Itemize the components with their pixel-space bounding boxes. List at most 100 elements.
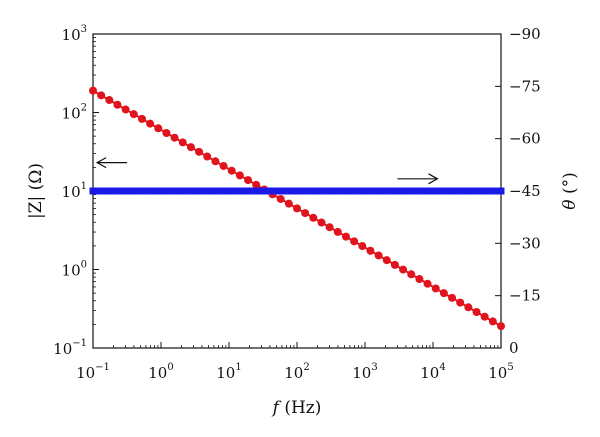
x-tick-label: 10−1 — [76, 362, 110, 382]
series-2-point — [320, 187, 328, 195]
x-tick-label-exponent: 4 — [439, 362, 445, 373]
series-1-point — [186, 143, 195, 152]
series-2-point — [286, 187, 294, 195]
series-1-point — [203, 152, 212, 161]
series-1-point — [480, 312, 489, 321]
x-tick-label-exponent: 1 — [235, 362, 241, 373]
series-1-point — [129, 110, 138, 119]
series-2-point — [239, 187, 247, 195]
series-2-point — [341, 187, 349, 195]
series-1-point — [235, 171, 244, 180]
series-1-point — [358, 242, 367, 251]
series-2-point — [245, 187, 253, 195]
series-2-point — [361, 187, 369, 195]
x-tick-label-base: 10 — [148, 364, 167, 382]
series-1-point — [276, 194, 285, 203]
y-left-axis-title: |Z| (Ω) — [26, 163, 46, 219]
series-2-point — [171, 187, 179, 195]
series-2-point — [232, 187, 240, 195]
series-2-point — [143, 187, 151, 195]
series-1-point — [382, 256, 391, 265]
x-axis-title-unit: (Hz) — [279, 398, 321, 418]
x-tick-label: 103 — [352, 362, 377, 382]
y-right-axis-ticks: 0 −15 −30 −45 −60 −75 −90 — [495, 25, 541, 357]
y-right-axis-title-unit: (°) — [560, 172, 580, 199]
series-2-point — [490, 187, 498, 195]
series-1-point — [227, 166, 236, 175]
series-1-point — [399, 265, 408, 274]
y-left-tick-label-base: 10 — [62, 26, 81, 44]
y-left-tick-label-base: 10 — [62, 262, 81, 280]
series-1-point — [293, 204, 301, 213]
y-left-tick-label: 10−1 — [53, 338, 87, 358]
series-2-point — [157, 187, 165, 195]
series-2-point — [436, 187, 444, 195]
series-2-point — [211, 187, 219, 195]
x-tick-label-exponent: 2 — [303, 362, 309, 373]
series-1-point — [146, 119, 155, 128]
x-tick-label-base: 10 — [420, 364, 439, 382]
series-1-point — [431, 284, 440, 293]
series-2-point — [456, 187, 464, 195]
y-left-tick-label: 101 — [62, 181, 87, 201]
y-left-tick-label-exponent: 2 — [81, 103, 87, 114]
series-2-point — [334, 187, 342, 195]
right-arrow-head — [428, 173, 439, 185]
series-2-point — [259, 187, 267, 195]
x-axis-ticks: 10−1 100 101 102 103 104 105 — [76, 342, 514, 382]
y-left-tick-label-exponent: 3 — [81, 24, 87, 35]
series-1-point — [170, 133, 179, 142]
series-2-point — [266, 187, 274, 195]
series-1-point — [317, 218, 326, 227]
y-left-tick-label: 102 — [62, 103, 87, 123]
series-2-point — [415, 187, 423, 195]
y-right-tick-label: −90 — [509, 25, 541, 43]
y-right-tick-label: −30 — [509, 234, 541, 252]
series-2-point — [205, 187, 213, 195]
series-2-point — [184, 187, 192, 195]
x-tick-label-base: 10 — [488, 364, 507, 382]
series-2-point — [327, 187, 335, 195]
series-2-point — [347, 187, 355, 195]
series-2-point — [470, 187, 478, 195]
series-2-point — [273, 187, 281, 195]
series-1-point — [301, 209, 310, 218]
series-2-point — [375, 187, 383, 195]
series-1-point — [137, 114, 146, 123]
series-2-point — [293, 187, 301, 195]
series-2-point — [109, 187, 117, 195]
x-tick-label: 100 — [148, 362, 173, 382]
series-1-point — [456, 298, 465, 307]
series-2-point — [422, 187, 430, 195]
y-left-tick-label: 100 — [62, 260, 87, 280]
series-2-point — [497, 187, 505, 195]
y-right-axis-title-symbol: θ — [560, 199, 580, 209]
series-1-point — [89, 86, 97, 95]
series-2-point — [123, 187, 131, 195]
x-tick-label-base: 10 — [216, 364, 235, 382]
x-axis-title: f (Hz) — [271, 398, 322, 418]
x-tick-label: 101 — [216, 362, 241, 382]
series-2-point — [409, 187, 417, 195]
series-1-point — [113, 100, 122, 109]
series-1-point — [407, 270, 416, 279]
series-1-point — [439, 289, 448, 298]
series-1-point — [284, 199, 293, 208]
series-2-point — [130, 187, 138, 195]
series-1-point — [211, 157, 220, 166]
series-2-point — [354, 187, 362, 195]
series-2-point — [429, 187, 437, 195]
series-1-point — [366, 246, 375, 255]
x-tick-label-base: 10 — [76, 364, 95, 382]
series-2-point — [402, 187, 410, 195]
x-tick-label: 104 — [420, 362, 445, 382]
series-1-point — [390, 260, 399, 269]
series-1-point — [423, 279, 432, 288]
x-tick-label: 102 — [284, 362, 309, 382]
y-left-tick-label-base: 10 — [53, 340, 72, 358]
series-1-point — [97, 91, 106, 100]
x-tick-label-exponent: 3 — [371, 362, 377, 373]
series-2-point — [368, 187, 376, 195]
series-2-point — [96, 187, 104, 195]
